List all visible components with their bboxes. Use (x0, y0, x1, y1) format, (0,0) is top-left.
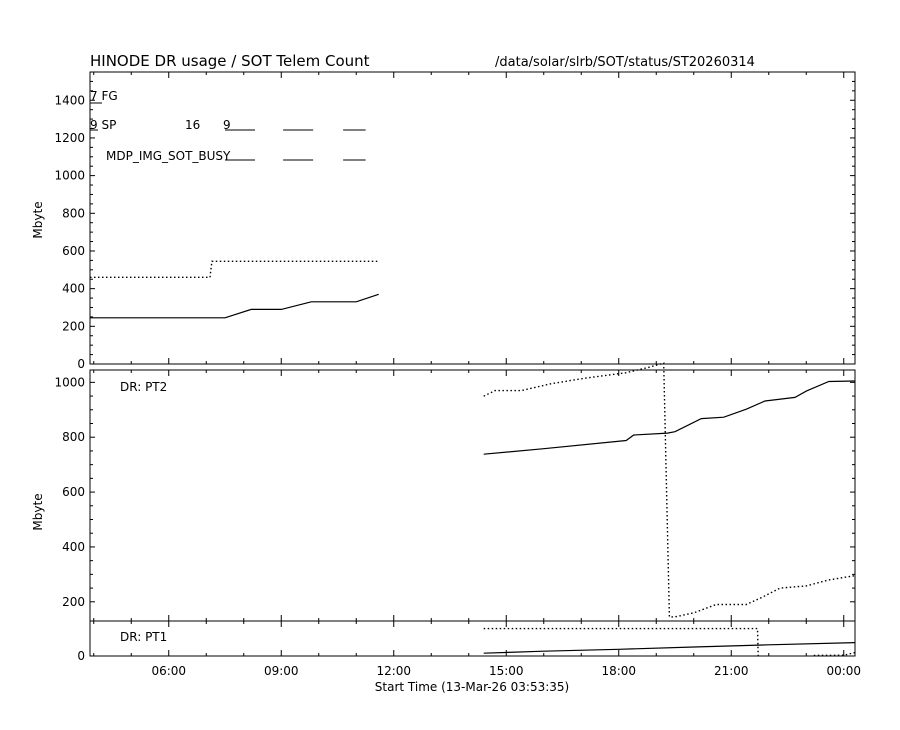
top-y-axis-label: Mbyte (31, 201, 45, 238)
y-tick-label: 800 (62, 430, 85, 444)
series-line-solid (483, 380, 856, 455)
x-tick-label: 12:00 (376, 664, 411, 678)
y-tick-label: 1000 (54, 169, 85, 183)
fg-label: 7 FG (90, 89, 118, 103)
series-line-dotted (483, 362, 856, 618)
panel-bottom: 0 06:00 09:00 12:00 15:00 18:00 21:00 00:00 DR… (77, 620, 861, 694)
y-tick-label: 0 (77, 357, 85, 371)
panel-bottom-frame (89, 620, 856, 657)
x-tick-label: 00:00 (826, 664, 861, 678)
x-tick-label: 15:00 (489, 664, 524, 678)
pt2-label: DR: PT2 (120, 380, 167, 394)
panel-top: 0 200 400 600 800 1000 1200 1400 Mbyte 7 FG 9 S… (31, 71, 856, 371)
chart-title: HINODE DR usage / SOT Telem Count (90, 52, 370, 70)
x-tick-label: 09:00 (264, 664, 299, 678)
middle-y-axis-label: Mbyte (31, 493, 45, 530)
sp-count-2: 9 (223, 118, 231, 132)
y-tick-label: 1400 (54, 93, 85, 107)
y-tick-label: 400 (62, 282, 85, 296)
y-tick-label: 400 (62, 540, 85, 554)
y-tick-label: 600 (62, 244, 85, 258)
series-line-dotted (483, 627, 759, 657)
series-line-solid (90, 293, 379, 319)
sp-label: 9 SP (90, 118, 116, 132)
data-path-label: /data/solar/slrb/SOT/status/ST20260314 (495, 55, 755, 70)
y-tick-label: 0 (77, 649, 85, 663)
x-axis-label: Start Time (13-Mar-26 03:53:35) (375, 680, 569, 694)
series-line-dotted (90, 260, 379, 278)
busy-label: MDP_IMG_SOT_BUSY (106, 149, 231, 163)
panel-top-frame (89, 71, 856, 365)
series-line-solid (483, 642, 856, 654)
y-tick-label: 600 (62, 485, 85, 499)
sp-count-1: 16 (185, 118, 200, 132)
y-tick-label: 800 (62, 206, 85, 220)
series-line-dotted (813, 651, 856, 657)
pt1-label: DR: PT1 (120, 630, 167, 644)
x-tick-label: 06:00 (151, 664, 186, 678)
y-tick-label: 1000 (54, 375, 85, 389)
x-tick-label: 18:00 (601, 664, 636, 678)
panel-middle-frame (89, 369, 856, 622)
x-tick-label: 21:00 (714, 664, 749, 678)
y-tick-label: 1200 (54, 131, 85, 145)
y-tick-label: 200 (62, 319, 85, 333)
y-tick-label: 200 (62, 595, 85, 609)
panel-middle: 200 400 600 800 1000 Mbyte DR: PT2 (31, 362, 856, 622)
